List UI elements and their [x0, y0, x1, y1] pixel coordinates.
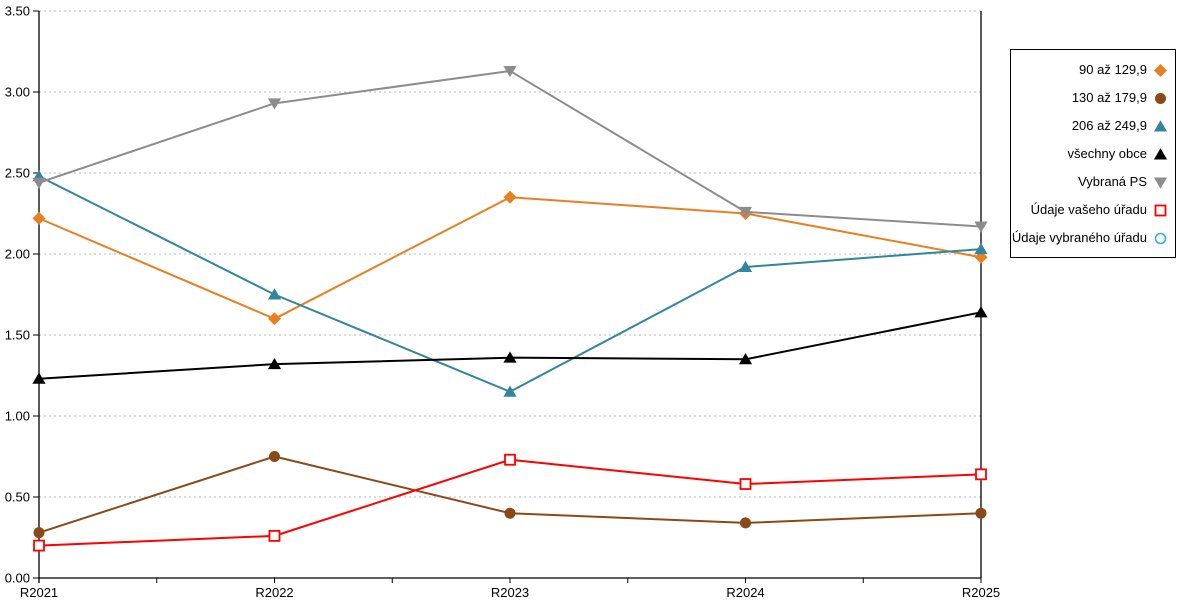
- data-point: [974, 306, 988, 318]
- chart-legend: 90 až 129,9 130 až 179,9 206 až 249,9 všech…: [1010, 49, 1176, 258]
- series-line: [38, 311, 982, 380]
- series-line: [38, 455, 982, 534]
- data-point: [267, 357, 282, 370]
- y-tick-label: 0.00: [5, 571, 30, 586]
- data-point: [503, 385, 517, 397]
- data-point: [503, 190, 517, 204]
- x-tick-label: R2024: [726, 585, 764, 600]
- circle-open-icon-shape: [1154, 232, 1167, 244]
- circle-icon: [1155, 92, 1166, 104]
- diamond-icon-shape: [1154, 63, 1167, 77]
- data-point: [503, 351, 517, 363]
- legend-item: Údaje vybraného úřadu: [1011, 224, 1168, 252]
- data-point: [33, 539, 45, 552]
- triangle-up-icon-shape: [1153, 119, 1168, 131]
- circle-icon-shape: [1155, 92, 1166, 104]
- circle-open-icon: [1154, 232, 1167, 244]
- y-tick-label: 2.50: [5, 166, 30, 181]
- triangle-up-icon: [1153, 147, 1168, 159]
- legend-item-label: Vybraná PS: [1078, 174, 1147, 189]
- square-open-icon-shape: [1154, 204, 1167, 216]
- data-point: [504, 453, 516, 466]
- legend-item: 130 až 179,9: [1015, 84, 1168, 112]
- data-point: [738, 206, 753, 219]
- y-tick-label: 3.00: [5, 85, 30, 100]
- data-point: [268, 529, 281, 542]
- triangle-down-icon: [1153, 177, 1168, 189]
- data-point: [975, 507, 987, 519]
- legend-item-label: všechny obce: [1067, 146, 1148, 161]
- diamond-icon: [1154, 63, 1167, 77]
- data-point: [738, 353, 753, 365]
- y-tick-label: 0.50: [5, 490, 30, 505]
- data-point: [267, 98, 282, 110]
- data-point: [268, 312, 281, 326]
- x-tick-label: R2023: [491, 585, 529, 600]
- square-open-icon: [1154, 204, 1167, 216]
- data-point: [503, 65, 517, 78]
- x-tick-label: R2025: [962, 585, 1000, 600]
- data-point: [269, 451, 280, 462]
- legend-item: 206 až 249,9: [1015, 112, 1168, 140]
- data-point: [740, 517, 751, 529]
- x-tick-label: R2021: [20, 585, 58, 600]
- legend-item: všechny obce: [1015, 140, 1168, 168]
- triangle-up-icon: [1153, 119, 1168, 131]
- legend-item-label: 90 až 129,9: [1079, 62, 1147, 77]
- legend-item-label: 130 až 179,9: [1071, 90, 1147, 105]
- series-line: [38, 458, 982, 547]
- data-point: [267, 288, 282, 300]
- data-point: [739, 478, 752, 490]
- data-point: [32, 177, 46, 189]
- legend-item-label: 206 až 249,9: [1071, 118, 1147, 133]
- data-point: [504, 507, 516, 519]
- x-tick-label: R2022: [255, 585, 293, 600]
- series-line: [38, 196, 982, 320]
- data-point: [974, 242, 988, 255]
- data-point: [738, 260, 753, 272]
- data-point: [974, 221, 988, 233]
- y-tick-label: 1.50: [5, 328, 30, 343]
- legend-item: Údaje vašeho úřadu: [1015, 196, 1168, 224]
- triangle-down-icon-shape: [1153, 177, 1168, 189]
- legend-item: 90 až 129,9: [1015, 56, 1168, 84]
- y-tick-label: 3.50: [5, 4, 30, 19]
- y-tick-label: 2.00: [5, 247, 30, 262]
- y-tick-label: 1.00: [5, 409, 30, 424]
- triangle-up-icon-shape: [1153, 147, 1168, 159]
- legend-item-label: Údaje vašeho úřadu: [1030, 202, 1147, 217]
- data-point: [975, 468, 987, 481]
- legend-item-label: Údaje vybraného úřadu: [1011, 230, 1147, 245]
- data-point: [32, 372, 46, 384]
- data-point: [33, 527, 45, 539]
- legend-item: Vybraná PS: [1015, 168, 1168, 196]
- data-point: [32, 211, 46, 225]
